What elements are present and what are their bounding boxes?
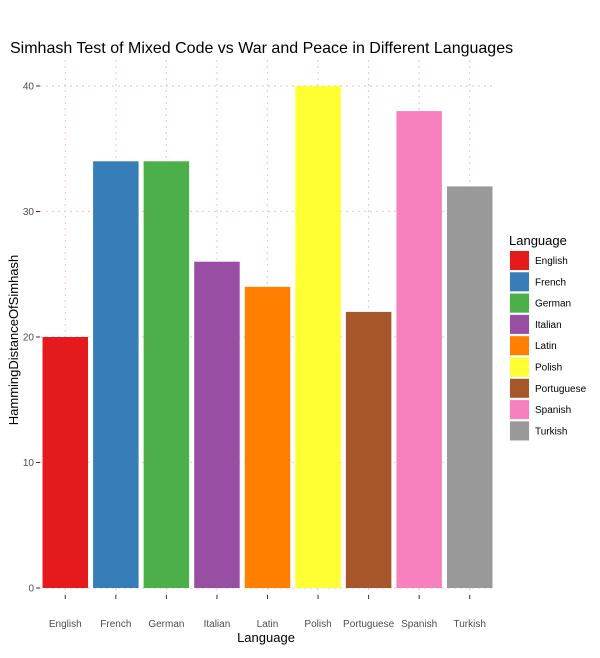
- legend-label: Portuguese: [535, 384, 587, 395]
- legend-swatch-portuguese: [510, 378, 529, 398]
- bar-polish: [295, 86, 341, 588]
- y-tick-label: 10: [23, 458, 35, 469]
- legend-label: German: [535, 299, 571, 310]
- y-tick-label: 30: [23, 207, 35, 218]
- legend: Language English French German Italian Latin…: [508, 233, 587, 442]
- legend-swatch-french: [510, 272, 529, 292]
- bar-spanish: [396, 111, 442, 588]
- x-axis: English French German Italian Latin Polish Por…: [49, 595, 486, 630]
- bar-english: [42, 337, 89, 588]
- chart-title: Simhash Test of Mixed Code vs War and Pe…: [10, 40, 513, 57]
- legend-label: Turkish: [535, 426, 567, 437]
- legend-items: English French German Italian Latin Polish Por…: [508, 249, 587, 442]
- legend-title: Language: [509, 233, 567, 248]
- legend-swatch-polish: [510, 357, 529, 377]
- bar-french: [93, 161, 139, 589]
- y-tick-label: 40: [23, 82, 35, 93]
- x-tick-label: Polish: [304, 619, 331, 630]
- x-tick-label: Spanish: [401, 619, 437, 630]
- x-tick-label: English: [49, 619, 82, 630]
- legend-label: Italian: [535, 320, 562, 331]
- legend-swatch-latin: [510, 336, 529, 356]
- legend-label: English: [535, 256, 568, 267]
- legend-label: French: [535, 277, 566, 288]
- y-tick-label: 20: [23, 333, 35, 344]
- legend-swatch-english: [510, 251, 529, 270]
- legend-label: Latin: [535, 341, 557, 352]
- bar-latin: [244, 286, 291, 588]
- y-axis: 0 10 20 30 40: [23, 82, 40, 595]
- x-tick-label: French: [100, 619, 131, 630]
- x-tick-label: Italian: [204, 619, 231, 630]
- x-tick-label: Turkish: [454, 619, 486, 630]
- x-axis-title: Language: [237, 630, 295, 645]
- bar-german: [143, 161, 190, 589]
- bar-italian: [194, 261, 240, 588]
- legend-swatch-italian: [510, 314, 529, 334]
- legend-label: Spanish: [535, 405, 571, 416]
- legend-label: Polish: [535, 363, 562, 374]
- bar-portuguese: [345, 311, 392, 588]
- y-axis-title: HammingDistanceOfSimhash: [6, 255, 21, 426]
- legend-swatch-german: [510, 293, 529, 313]
- y-tick-label: 0: [28, 584, 34, 595]
- x-tick-label: German: [148, 619, 184, 630]
- legend-swatch-turkish: [510, 421, 529, 441]
- x-tick-label: Portuguese: [343, 619, 395, 630]
- bar-turkish: [446, 186, 493, 588]
- x-tick-label: Latin: [257, 619, 279, 630]
- legend-swatch-spanish: [510, 400, 529, 420]
- bars: [42, 86, 493, 589]
